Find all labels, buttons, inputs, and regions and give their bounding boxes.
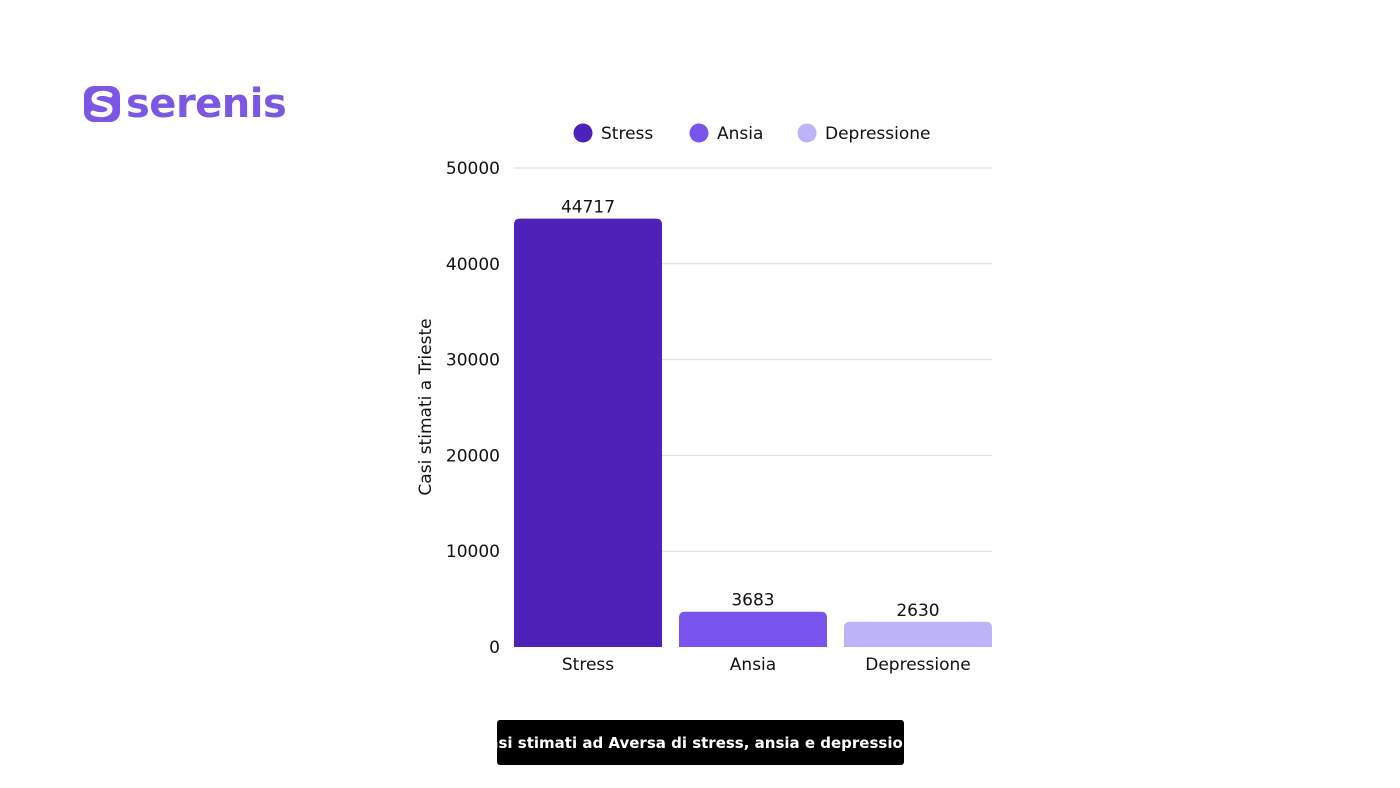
legend-label: Stress: [601, 124, 653, 144]
serenis-logo: serenis: [84, 81, 287, 127]
x-tick-label: Stress: [562, 655, 614, 675]
bar-ansia: [679, 611, 827, 647]
y-tick-label: 50000: [446, 159, 500, 179]
x-axis-categories: Stress Ansia Depressione: [562, 655, 971, 675]
y-tick-label: 40000: [446, 255, 500, 275]
y-tick-label: 30000: [446, 351, 500, 371]
legend-label: Depressione: [825, 124, 931, 144]
bar-depressione: [844, 621, 992, 647]
y-axis-ticks: 0 10000 20000 30000 40000 50000: [446, 159, 500, 658]
x-tick-label: Ansia: [730, 655, 776, 675]
y-tick-label: 0: [489, 638, 500, 658]
serenis-logo-mark-icon: [84, 86, 120, 122]
chart-legend: Stress Ansia Depressione: [573, 123, 931, 144]
bar-stress: [514, 218, 662, 647]
chart-bars: 44717 3683 2630: [514, 198, 992, 647]
bar-value-label: 3683: [731, 591, 774, 611]
x-tick-label: Depressione: [865, 655, 971, 675]
chart-caption-text: Casi stimati ad Aversa di stress, ansia …: [477, 733, 924, 752]
bar-value-label: 2630: [896, 601, 939, 621]
y-axis-label: Casi stimati a Trieste: [416, 318, 436, 495]
y-tick-label: 20000: [446, 446, 500, 466]
legend-label: Ansia: [717, 124, 763, 144]
legend-marker-icon: [797, 123, 817, 143]
brand-name: serenis: [126, 81, 287, 127]
legend-marker-icon: [573, 123, 593, 143]
legend-marker-icon: [689, 123, 709, 143]
y-tick-label: 10000: [446, 542, 500, 562]
chart-caption-banner: Casi stimati ad Aversa di stress, ansia …: [477, 720, 924, 765]
bar-value-label: 44717: [561, 198, 615, 218]
